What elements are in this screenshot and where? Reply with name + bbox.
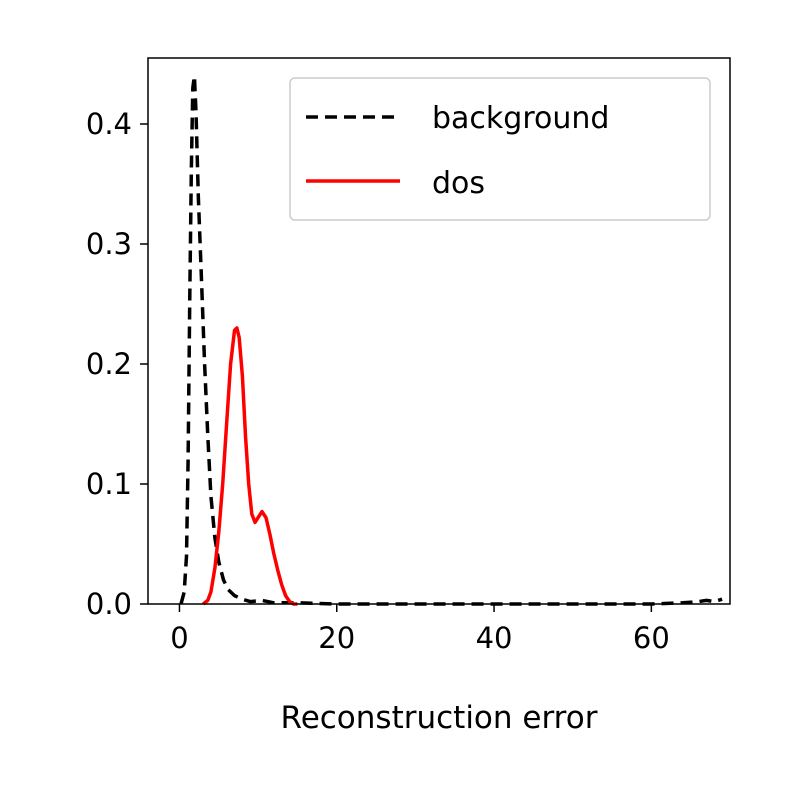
y-axis: 0.0 0.1 0.2 0.3 0.4 [86, 107, 148, 621]
series-line-dos [202, 326, 298, 606]
y-tick-label: 0.3 [86, 227, 132, 261]
x-axis: 0 20 40 60 [170, 604, 670, 655]
x-axis-label: Reconstruction error [281, 700, 598, 736]
x-tick-label: 20 [318, 621, 355, 655]
axes-frame [147, 57, 731, 605]
x-tick-label: 40 [476, 621, 513, 655]
plot-area [147, 57, 731, 606]
y-tick-label: 0.4 [86, 107, 132, 141]
legend: background dos [289, 77, 711, 221]
legend-box [289, 77, 711, 221]
legend-label-dos: dos [432, 166, 485, 201]
y-tick-label: 0.0 [86, 587, 132, 621]
legend-label-background: background [432, 101, 609, 136]
x-tick-label: 0 [170, 621, 188, 655]
x-tick-label: 60 [633, 621, 670, 655]
y-tick-label: 0.1 [86, 467, 132, 501]
y-tick-label: 0.2 [86, 347, 132, 381]
